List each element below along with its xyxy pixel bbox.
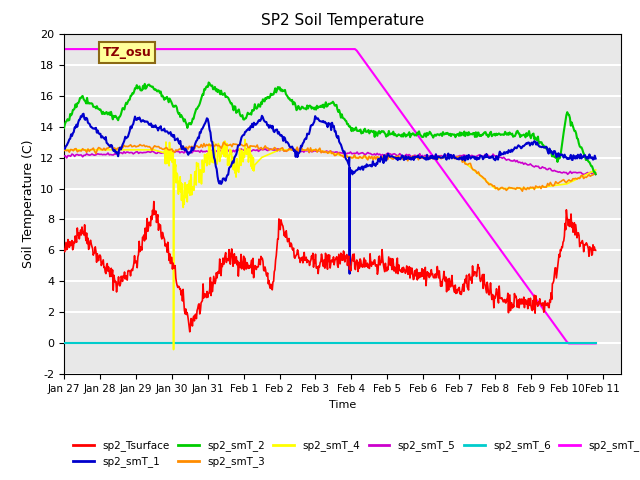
Title: SP2 Soil Temperature: SP2 Soil Temperature [260,13,424,28]
Y-axis label: Soil Temperature (C): Soil Temperature (C) [22,140,35,268]
Text: TZ_osu: TZ_osu [103,46,152,59]
X-axis label: Time: Time [329,400,356,409]
Legend: sp2_Tsurface, sp2_smT_1, sp2_smT_2, sp2_smT_3, sp2_smT_4, sp2_smT_5, sp2_smT_6, : sp2_Tsurface, sp2_smT_1, sp2_smT_2, sp2_… [69,436,640,471]
